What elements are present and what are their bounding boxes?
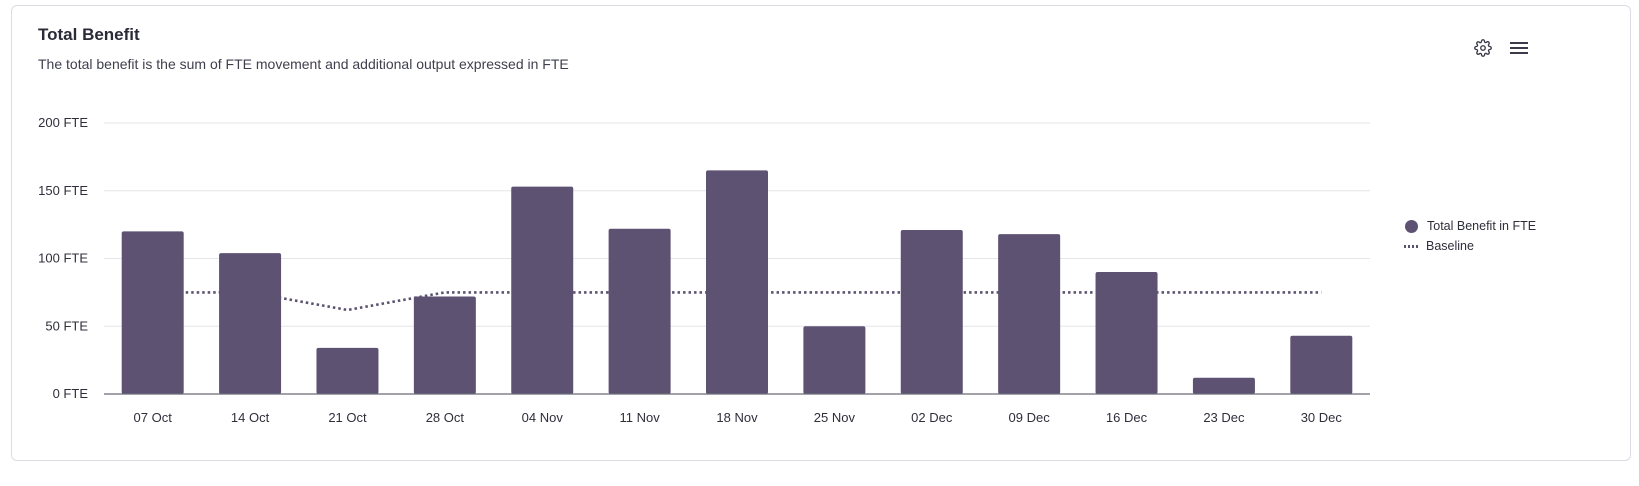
x-tick-label: 11 Nov <box>619 410 660 425</box>
bar[interactable] <box>706 170 768 394</box>
legend-item-total-benefit[interactable]: Total Benefit in FTE <box>1404 216 1536 236</box>
x-tick-label: 02 Dec <box>911 410 953 425</box>
bar[interactable] <box>413 296 476 394</box>
bar[interactable] <box>219 253 282 394</box>
bars-layer <box>121 170 1353 394</box>
hamburger-menu-icon <box>1510 42 1528 54</box>
legend-item-baseline[interactable]: Baseline <box>1404 236 1536 256</box>
x-tick-label: 28 Oct <box>426 410 465 425</box>
x-tick-label: 09 Dec <box>1009 410 1051 425</box>
legend-label: Total Benefit in FTE <box>1427 219 1537 233</box>
x-tick-label: 25 Nov <box>814 410 856 425</box>
y-tick-label: 150 FTE <box>38 183 88 198</box>
gear-icon <box>1474 39 1492 57</box>
y-tick-label: 0 FTE <box>53 386 89 401</box>
x-tick-label: 21 Oct <box>328 410 367 425</box>
legend-marker-dotted-line <box>1404 244 1420 248</box>
y-tick-label: 50 FTE <box>45 318 88 333</box>
bar[interactable] <box>1192 377 1255 394</box>
bar[interactable] <box>1290 335 1353 394</box>
settings-button[interactable] <box>1471 36 1495 60</box>
menu-button[interactable] <box>1507 36 1531 60</box>
chart-subtitle: The total benefit is the sum of FTE move… <box>38 56 569 72</box>
bar[interactable] <box>803 326 866 394</box>
y-tick-label: 100 FTE <box>38 251 88 266</box>
legend-label: Baseline <box>1426 239 1474 253</box>
legend-marker-dot <box>1405 219 1418 233</box>
chart-legend: Total Benefit in FTE Baseline <box>1404 216 1536 256</box>
bar[interactable] <box>900 230 963 394</box>
bar[interactable] <box>316 347 379 394</box>
x-tick-label: 23 Dec <box>1203 410 1245 425</box>
x-tick-label: 30 Dec <box>1301 410 1343 425</box>
x-tick-label: 16 Dec <box>1106 410 1148 425</box>
x-tick-label: 14 Oct <box>231 410 270 425</box>
bar[interactable] <box>511 186 574 394</box>
y-tick-label: 200 FTE <box>38 115 88 130</box>
axis-layer: 0 FTE 50 FTE 100 FTE 150 FTE 200 FTE 07 Oct 14… <box>38 115 1370 425</box>
bar[interactable] <box>608 228 671 394</box>
bar[interactable] <box>1095 272 1158 394</box>
bar[interactable] <box>121 231 184 394</box>
x-tick-label: 07 Oct <box>134 410 173 425</box>
chart-title: Total Benefit <box>38 25 140 44</box>
x-tick-label: 18 Nov <box>716 410 758 425</box>
bar[interactable] <box>998 234 1061 394</box>
x-tick-label: 04 Nov <box>522 410 564 425</box>
